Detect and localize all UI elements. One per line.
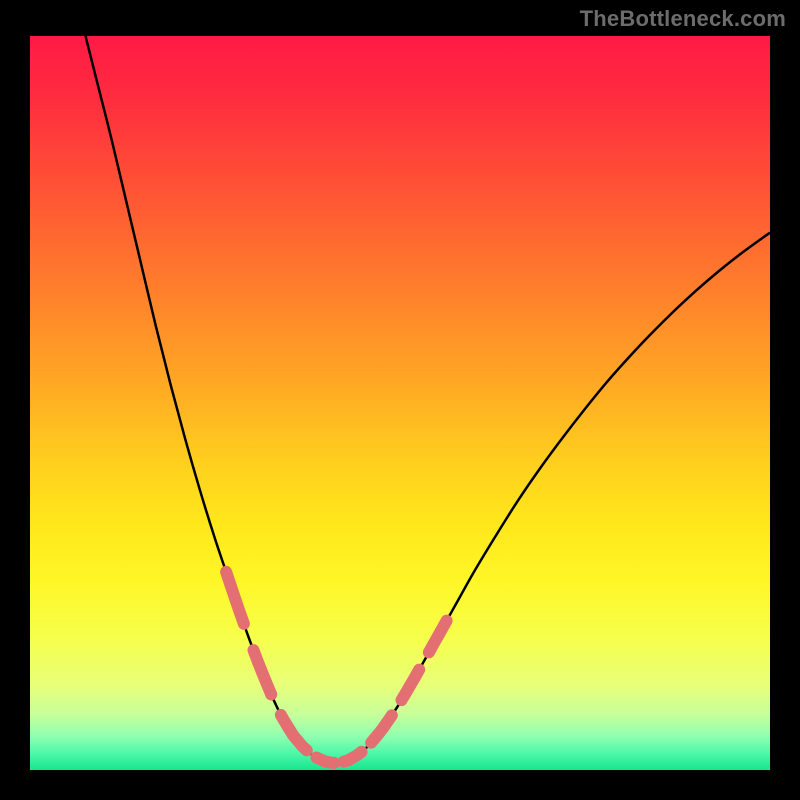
plot-container (30, 36, 770, 770)
plot-background (30, 36, 770, 770)
highlight-dash (316, 757, 334, 763)
watermark-text: TheBottleneck.com (580, 6, 786, 32)
plot-svg (30, 36, 770, 770)
chart-frame: TheBottleneck.com (0, 0, 800, 800)
